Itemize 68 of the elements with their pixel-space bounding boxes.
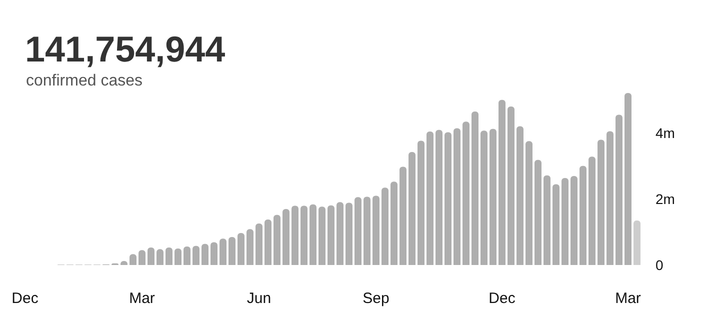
x-tick-label: Jun: [246, 290, 272, 307]
y-tick-label: 0: [656, 257, 664, 273]
bar: [274, 214, 280, 265]
bar: [138, 250, 146, 265]
x-tick-label: Dec: [12, 290, 39, 307]
bar: [472, 111, 478, 265]
bar: [354, 197, 362, 265]
x-tick-label: Sep: [362, 290, 390, 307]
bar: [490, 128, 496, 265]
bar: [390, 182, 398, 265]
bar: [462, 122, 470, 265]
bar: [174, 248, 182, 265]
chart-title: 141,754,944: [25, 28, 226, 70]
bar: [498, 100, 506, 265]
bar: [382, 188, 388, 265]
bar: [246, 229, 254, 265]
bar: [166, 248, 172, 265]
bar: [346, 202, 352, 265]
bar: [318, 206, 326, 265]
bar: [228, 236, 236, 265]
bar: [148, 248, 154, 265]
bar: [336, 202, 344, 265]
y-tick-label: 2m: [656, 191, 675, 208]
bar: [202, 244, 208, 265]
x-tick-label: Dec: [488, 290, 516, 307]
bar: [606, 131, 614, 265]
bar: [192, 246, 200, 265]
bar: [220, 238, 226, 265]
bar: [364, 196, 370, 265]
bar: [418, 140, 424, 265]
chart-subtitle: confirmed cases: [26, 72, 142, 90]
bar: [508, 106, 514, 265]
bar: [624, 93, 632, 265]
x-tick-label: Mar: [129, 290, 155, 307]
bar: [372, 196, 380, 265]
bar: [426, 132, 434, 265]
bar: [238, 233, 244, 265]
bar: [300, 206, 308, 265]
bar: [480, 130, 488, 265]
bar: [184, 246, 190, 265]
bar: [544, 175, 550, 265]
bar: [526, 141, 532, 265]
bar: [282, 208, 290, 265]
bar: [292, 206, 298, 265]
bar: [516, 126, 524, 265]
bar: [588, 156, 596, 265]
bar: [454, 128, 460, 265]
bar: [552, 184, 560, 265]
bar: [408, 152, 416, 265]
bar: [328, 205, 334, 265]
bar: [616, 114, 622, 265]
bar: [570, 176, 578, 265]
bar: [436, 130, 442, 265]
bar: [598, 140, 604, 265]
bar: [580, 166, 586, 265]
y-tick-label: 4m: [656, 125, 675, 142]
bar: [256, 223, 262, 265]
bar: [634, 220, 640, 265]
bar: [310, 204, 316, 265]
bar: [400, 166, 406, 265]
x-tick-label: Mar: [615, 290, 641, 307]
bar: [210, 242, 218, 265]
bar: [534, 160, 542, 265]
bar: [264, 220, 272, 265]
bar: [444, 132, 452, 265]
bar: [130, 254, 136, 265]
bar: [562, 178, 568, 265]
bar: [156, 249, 164, 265]
